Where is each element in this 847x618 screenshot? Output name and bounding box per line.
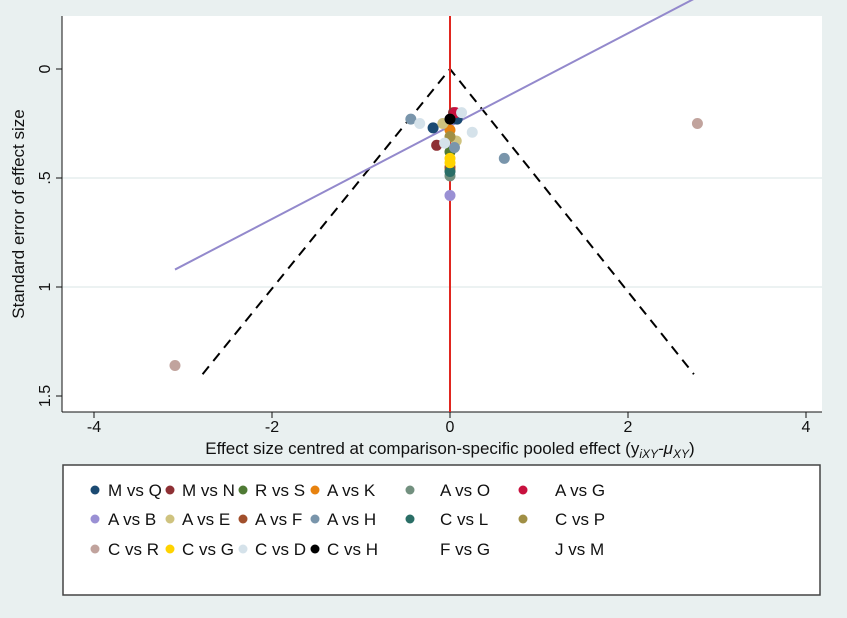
legend-label: A vs G [555, 481, 605, 500]
point-c-vs-d [456, 107, 468, 119]
x-tick-label: 0 [446, 419, 455, 436]
y-tick-label: 0 [37, 64, 54, 73]
legend-label: F vs G [440, 540, 490, 559]
legend-marker [310, 544, 320, 554]
legend-label: A vs O [440, 481, 490, 500]
legend-label: A vs H [327, 510, 376, 529]
point-c-vs-d [466, 126, 478, 138]
y-tick-label: 1 [37, 282, 54, 291]
point-c-vs-d [439, 137, 451, 149]
legend-marker [518, 514, 528, 524]
legend-label: C vs P [555, 510, 605, 529]
legend-label: A vs E [182, 510, 230, 529]
point-c-vs-r [169, 359, 181, 371]
legend-marker [310, 485, 320, 495]
legend-label: C vs G [182, 540, 234, 559]
legend-marker [90, 485, 100, 495]
legend-label: J vs M [555, 540, 604, 559]
point-c-vs-r [691, 118, 703, 129]
x-tick-label: -4 [87, 419, 101, 436]
legend-label: A vs K [327, 481, 376, 500]
legend-marker [90, 544, 100, 554]
y-tick-label: 1.5 [37, 385, 54, 407]
regression-line [174, 0, 694, 271]
legend-marker [238, 544, 248, 554]
legend-label: R vs S [255, 481, 305, 500]
x-tick-label: 4 [802, 419, 811, 436]
legend-marker [310, 514, 320, 524]
point-a-vs-h [405, 113, 417, 125]
legend-label: A vs F [255, 510, 302, 529]
point-a-vs-h [448, 141, 460, 153]
point-a-vs-h [498, 152, 510, 164]
x-tick-label: 2 [624, 419, 633, 436]
legend-label: C vs L [440, 510, 488, 529]
x-tick-label: -2 [265, 419, 279, 436]
y-tick-label: .5 [37, 171, 54, 184]
point-c-vs-d [414, 118, 426, 129]
plot-area [62, 16, 822, 412]
legend-marker [518, 485, 528, 495]
legend-label: A vs B [108, 510, 156, 529]
legend-label: M vs Q [108, 481, 162, 500]
legend-marker [405, 514, 415, 524]
point-c-vs-l [444, 165, 456, 177]
x-axis-label: Effect size centred at comparison-specif… [205, 439, 694, 461]
point-a-vs-b [444, 189, 456, 201]
legend-marker [165, 544, 175, 554]
legend-marker [90, 514, 100, 524]
point-c-vs-h [444, 113, 456, 125]
legend-box [62, 464, 821, 596]
legend-marker [238, 485, 248, 495]
legend-marker [405, 485, 415, 495]
point-c-vs-g [444, 157, 456, 169]
legend-marker [238, 514, 248, 524]
legend-label: C vs H [327, 540, 378, 559]
legend-label: M vs N [182, 481, 235, 500]
legend-label: C vs D [255, 540, 306, 559]
legend-label: C vs R [108, 540, 159, 559]
legend-marker [165, 485, 175, 495]
point-m-vs-q [427, 122, 439, 134]
legend-marker [165, 514, 175, 524]
y-axis-label: Standard error of effect size [9, 109, 28, 318]
